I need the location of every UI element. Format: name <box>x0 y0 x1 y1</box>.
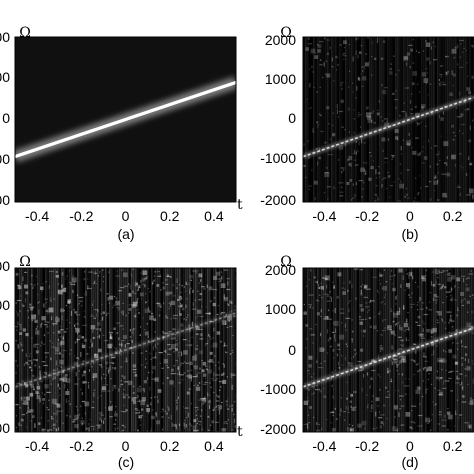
plot-frame <box>302 36 474 203</box>
y-tick-label: 00 <box>0 420 10 436</box>
y-tick-label: 00 <box>0 297 10 313</box>
panel-label: (b) <box>401 226 418 242</box>
x-tick-label: -0.4 <box>25 208 49 224</box>
y-tick-label: 1000 <box>265 71 296 87</box>
noise-texture <box>303 268 474 432</box>
y-tick-label: 00 <box>0 380 10 396</box>
ridge-line <box>303 327 474 388</box>
x-tick-label: 0.4 <box>204 208 224 224</box>
y-tick-label: 00 <box>0 258 10 274</box>
ridge-line <box>15 312 236 388</box>
x-tick-label: -0.2 <box>355 438 379 454</box>
x-tick-label: 0.2 <box>443 438 463 454</box>
y-tick-label: 0 <box>288 110 296 126</box>
heatmap-area <box>15 268 236 432</box>
y-tick-label: 1000 <box>265 301 296 317</box>
panel-d: -0.4 -0.2 0 0.2 2000 1000 0 -1000 -2000 Ω (d) <box>260 254 474 470</box>
ridge-line <box>15 80 236 159</box>
heatmap-area <box>303 268 474 432</box>
heatmap-area <box>15 37 236 202</box>
x-axis-label: t <box>237 197 243 213</box>
x-tick-label: -0.4 <box>25 438 49 454</box>
panel-a: -0.4-0.200.20.4000000000Ωt(a) <box>0 25 243 242</box>
plot-frame <box>14 267 237 433</box>
y-tick-label: -1000 <box>260 381 296 397</box>
y-tick-label: 0 <box>2 339 10 355</box>
y-tick-label: -1000 <box>260 150 296 166</box>
panel-label: (d) <box>401 454 418 470</box>
y-tick-label: 2000 <box>265 262 296 278</box>
y-tick-label: 00 <box>0 151 10 167</box>
x-tick-label: 0.2 <box>160 438 180 454</box>
panel-label: (a) <box>117 226 134 242</box>
y-axis-label: Ω <box>280 254 292 270</box>
ridge-glow <box>15 311 236 389</box>
x-tick-label: 0.4 <box>204 438 224 454</box>
y-tick-label: 00 <box>0 192 10 208</box>
y-tick-label: 0 <box>2 110 10 126</box>
x-tick-label: -0.2 <box>69 438 93 454</box>
heatmap-background <box>303 37 474 202</box>
x-tick-label: -0.2 <box>355 208 379 224</box>
x-axis-label: t <box>237 424 243 440</box>
x-tick-label: 0.2 <box>443 208 463 224</box>
x-tick-label: -0.2 <box>69 208 93 224</box>
x-tick-label: 0 <box>406 208 414 224</box>
plot-frame <box>14 36 237 203</box>
x-tick-label: 0 <box>122 438 130 454</box>
y-tick-label: 2000 <box>265 32 296 48</box>
x-tick-label: -0.4 <box>312 438 336 454</box>
y-axis-label: Ω <box>19 254 31 270</box>
y-tick-label: -2000 <box>260 421 296 437</box>
y-axis-label: Ω <box>280 25 292 41</box>
panel-label: (c) <box>118 454 134 470</box>
heatmap-area <box>303 37 474 202</box>
heatmap-background <box>303 268 474 432</box>
y-tick-label: 00 <box>0 69 10 85</box>
panel-b: -0.4 -0.2 0 0.2 2000 1000 0 -1000 -2000 Ω (b) <box>260 25 474 242</box>
x-tick-label: 0.2 <box>160 208 180 224</box>
x-tick-label: 0 <box>406 438 414 454</box>
ridge-line <box>303 96 474 158</box>
x-tick-label: 0 <box>122 208 130 224</box>
panel-c: -0.4-0.200.20.4000000000Ωt(c) <box>0 254 243 470</box>
y-tick-label: -2000 <box>260 192 296 208</box>
x-tick-label: -0.4 <box>312 208 336 224</box>
plot-frame <box>302 267 474 433</box>
y-tick-label: 0 <box>288 342 296 358</box>
y-axis-label: Ω <box>19 25 31 41</box>
y-tick-label: 00 <box>0 29 10 45</box>
